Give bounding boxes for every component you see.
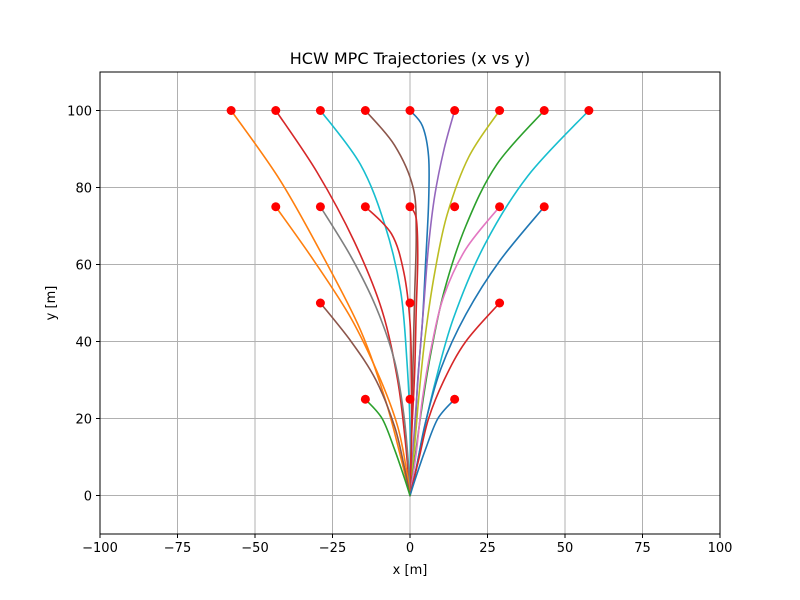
x-tick-label: −100	[82, 541, 118, 556]
start-point-marker	[271, 202, 281, 212]
start-point-marker	[495, 202, 505, 212]
start-point-marker	[539, 106, 549, 115]
trajectory-line	[409, 302, 501, 497]
start-point-marker	[450, 394, 460, 404]
start-point-marker	[495, 106, 505, 115]
start-point-marker	[360, 394, 370, 404]
trajectory-line	[230, 109, 411, 497]
x-axis-label: x [m]	[393, 563, 428, 578]
start-point-marker	[405, 394, 415, 404]
x-tick-label: −25	[319, 541, 346, 556]
x-tick-label: 50	[557, 541, 574, 556]
x-tick-label: −75	[164, 541, 191, 556]
y-tick-label: 20	[75, 413, 92, 428]
trajectory-line	[274, 109, 411, 497]
x-tick-label: 25	[479, 541, 496, 556]
x-tick-label: 75	[634, 541, 651, 556]
x-tick-label: 0	[406, 541, 414, 556]
start-point-marker	[315, 106, 325, 115]
y-tick-label: 100	[67, 105, 92, 120]
trajectory-line	[364, 398, 411, 497]
start-point-marker	[360, 106, 370, 115]
x-tick-label: 100	[708, 541, 733, 556]
start-point-marker	[450, 202, 460, 212]
x-tick-label: −50	[241, 541, 268, 556]
trajectory-line	[319, 302, 411, 497]
start-point-marker	[405, 298, 415, 308]
trajectory-line	[319, 205, 411, 497]
y-tick-label: 60	[75, 259, 92, 274]
trajectory-line	[364, 205, 413, 497]
y-tick-label: 80	[75, 182, 92, 197]
start-point-marker	[539, 202, 549, 212]
trajectory-line	[409, 109, 501, 497]
start-point-marker	[495, 298, 505, 308]
start-point-marker	[315, 202, 325, 212]
start-point-marker	[360, 202, 370, 212]
start-point-marker	[271, 106, 281, 115]
start-point-marker	[315, 298, 325, 308]
trajectory-line	[409, 109, 456, 497]
trajectory-line	[319, 109, 412, 497]
trajectory-line	[409, 205, 501, 497]
start-markers	[226, 106, 594, 404]
y-tick-label: 0	[84, 490, 92, 505]
series-lines	[230, 109, 590, 497]
start-point-marker	[584, 106, 594, 115]
axis-ticks: −100 −75 −50 −25 0 25 50 75 100 0 20 40 60 80 100	[67, 105, 732, 557]
start-point-marker	[405, 202, 415, 212]
trajectory-line	[409, 398, 456, 497]
chart-title: HCW MPC Trajectories (x vs y)	[290, 49, 530, 68]
y-axis-label: y [m]	[44, 286, 59, 321]
y-tick-label: 40	[75, 336, 92, 351]
trajectory-line	[274, 205, 411, 497]
start-point-marker	[226, 106, 236, 115]
start-point-marker	[405, 106, 415, 115]
start-point-marker	[450, 106, 460, 115]
